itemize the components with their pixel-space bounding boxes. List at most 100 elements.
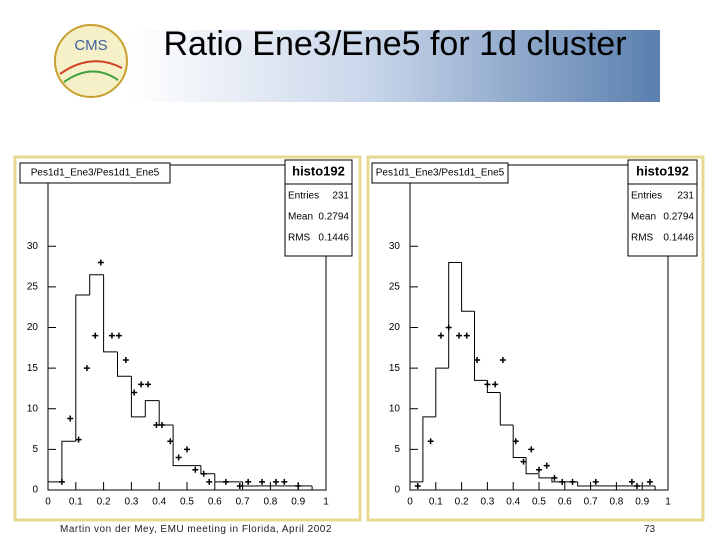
footer: Martin von der Mey, EMU meeting in Flori… (60, 524, 332, 535)
histogram-title-box (19, 162, 171, 184)
data-point (569, 478, 576, 485)
histogram-bin (47, 481, 62, 490)
y-tick-label: 0 (394, 485, 400, 496)
data-point (463, 332, 470, 339)
x-tick-label: 1 (665, 497, 671, 508)
y-tick-label: 5 (394, 444, 400, 455)
data-point (528, 446, 535, 453)
data-point (628, 478, 635, 485)
y-tick-label: 25 (27, 282, 39, 293)
data-point (543, 462, 550, 469)
histogram-bin (311, 485, 326, 491)
y-tick-label: 0 (32, 485, 38, 496)
histogram-bin (654, 485, 668, 491)
y-tick-label: 15 (389, 363, 401, 374)
x-tick-label: 0 (45, 497, 51, 508)
y-tick-label: 5 (32, 444, 38, 455)
data-point (559, 478, 566, 485)
data-point (646, 478, 653, 485)
data-point (92, 332, 99, 339)
logo-track (63, 70, 119, 83)
data-point (520, 458, 527, 465)
data-point (75, 436, 82, 443)
data-point (206, 478, 213, 485)
data-point (492, 381, 499, 388)
data-point (236, 482, 243, 489)
histogram-bin (75, 294, 90, 442)
y-tick-label: 20 (389, 322, 401, 333)
histogram-bin (422, 416, 436, 482)
stats-value: 0.1446 (663, 233, 694, 244)
data-point (192, 466, 199, 473)
histogram-bin (525, 457, 539, 475)
y-tick-label: 15 (27, 363, 39, 374)
data-point (158, 422, 165, 428)
data-point (272, 478, 279, 485)
x-tick-label: 0.3 (480, 497, 494, 508)
data-point (153, 422, 160, 428)
data-point (145, 381, 152, 388)
histogram-bin (474, 311, 488, 381)
histogram-bin (117, 351, 132, 377)
data-point (592, 478, 599, 485)
histogram-bin (172, 425, 187, 467)
stats-label: Mean (631, 212, 656, 223)
data-point (427, 438, 434, 445)
data-point (58, 478, 65, 485)
histogram-bin (435, 367, 449, 417)
data-point (184, 446, 190, 453)
page-number: 73 (644, 524, 656, 535)
stats-label: RMS (288, 233, 311, 244)
data-point (83, 365, 90, 372)
data-point (551, 474, 558, 481)
y-tick-label: 10 (27, 403, 39, 414)
stats-label: RMS (631, 233, 654, 244)
title-banner (130, 30, 660, 102)
stats-box (284, 159, 353, 257)
data-point (167, 438, 174, 445)
histogram-bin (130, 376, 146, 418)
histogram-bin (448, 262, 462, 369)
x-tick-label: 0.9 (635, 497, 649, 508)
data-point (414, 482, 421, 489)
x-tick-label: 0.1 (429, 497, 443, 508)
data-point (122, 357, 129, 363)
data-point (115, 332, 122, 339)
x-tick-label: 0.7 (236, 497, 250, 508)
stats-label: Mean (288, 212, 313, 223)
histogram-bin (577, 481, 591, 487)
stats-value: 0.2794 (318, 212, 349, 223)
stats-title: histo192 (636, 163, 689, 178)
data-point (245, 478, 252, 485)
histogram-bin (538, 473, 552, 479)
x-tick-label: 0.6 (558, 497, 572, 508)
data-point (131, 389, 138, 396)
stats-label: Entries (631, 191, 662, 202)
x-tick-label: 0.2 (97, 497, 111, 508)
x-tick-label: 0.5 (180, 497, 194, 508)
y-tick-label: 20 (27, 322, 39, 333)
x-tick-label: 0.4 (152, 497, 166, 508)
data-point (295, 482, 302, 489)
x-tick-label: 0.3 (124, 497, 138, 508)
stats-value: 0.2794 (663, 212, 694, 223)
stats-label: Entries (288, 191, 319, 202)
stats-value: 231 (677, 191, 694, 202)
data-point (499, 357, 506, 363)
x-tick-label: 0 (407, 497, 413, 508)
logo-track (59, 60, 123, 75)
histogram-title: Pes1d1_Ene3/Pes1d1_Ene5 (31, 168, 160, 179)
x-tick-label: 0.6 (208, 497, 222, 508)
data-point (97, 259, 104, 266)
x-tick-label: 0.1 (69, 497, 83, 508)
data-point (200, 470, 207, 477)
x-tick-label: 0.4 (506, 497, 520, 508)
x-tick-label: 1 (323, 497, 329, 508)
y-tick-label: 25 (389, 282, 401, 293)
x-tick-label: 0.9 (291, 497, 305, 508)
data-point (484, 381, 491, 388)
histogram-title: Pes1d1_Ene3/Pes1d1_Ene5 (376, 168, 505, 179)
histogram-bin (89, 274, 104, 295)
data-point (222, 478, 229, 485)
